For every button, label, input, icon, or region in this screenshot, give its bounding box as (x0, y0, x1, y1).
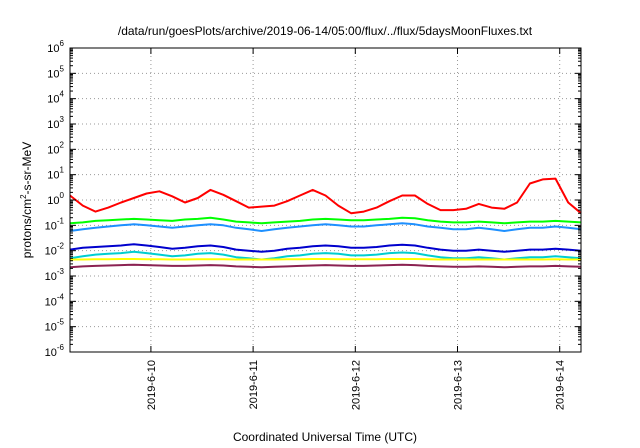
series-layer (69, 177, 582, 269)
x-axis-label: Coordinated Universal Time (UTC) (233, 430, 417, 444)
y-tick-label: 10-4 (45, 292, 65, 308)
y-tick-label: 10-1 (45, 216, 65, 232)
y-tick-labels: 10-6 10-5 10-4 10-3 10-2 10-1 100 101 102 103 104 1… (45, 39, 65, 359)
grid (70, 48, 581, 352)
series-line-4 (69, 243, 582, 253)
chart-title: /data/run/goesPlots/archive/2019-06-14/0… (118, 24, 533, 38)
y-tick-label: 101 (47, 166, 64, 182)
series-line-2 (69, 216, 582, 225)
y-tick-label: 103 (47, 115, 64, 131)
y-axis-label: protons/cm2-s-sr-MeV (19, 142, 34, 258)
ticks (70, 47, 581, 353)
x-tick-label: 2019-6-11 (248, 360, 260, 409)
y-tick-label: 10-3 (45, 267, 65, 283)
series-line-3 (69, 222, 582, 232)
x-tick-label: 2019-6-14 (555, 360, 567, 410)
y-tick-label: 105 (47, 64, 64, 80)
series-line-6 (70, 258, 581, 261)
y-tick-label: 10-5 (45, 318, 65, 334)
y-tick-label: 10-6 (45, 343, 65, 359)
series-line-1 (69, 177, 582, 215)
series-line-7 (69, 263, 582, 269)
x-tick-labels: 2019-6-10 2019-6-11 2019-6-12 2019-6-13 2019… (146, 360, 567, 410)
y-tick-label: 100 (47, 191, 64, 207)
x-tick-label: 2019-6-12 (350, 360, 362, 410)
y-tick-label: 104 (47, 90, 64, 106)
y-tick-label: 106 (47, 39, 64, 55)
x-tick-label: 2019-6-10 (146, 360, 158, 410)
y-tick-label: 102 (47, 140, 64, 156)
x-tick-label: 2019-6-13 (453, 360, 465, 410)
y-tick-label: 10-2 (45, 242, 65, 258)
